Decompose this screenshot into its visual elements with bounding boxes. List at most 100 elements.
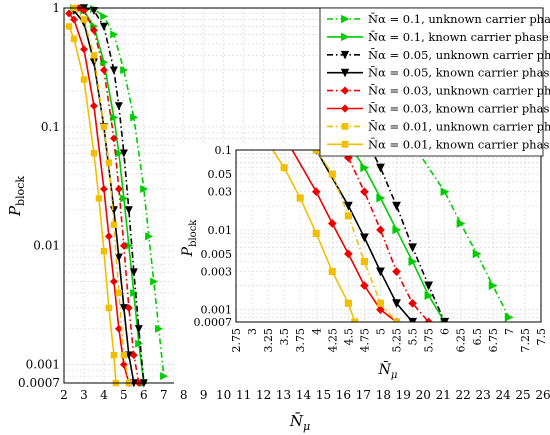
inset-x-tick-label: 4.75: [358, 328, 371, 353]
inset-series-point-3: [408, 317, 417, 322]
main-x-tick-label: 6: [140, 388, 148, 402]
inset-x-tick-label: 4: [310, 328, 323, 335]
legend-marker-7: [341, 140, 349, 148]
inset-series-point-7: [296, 194, 304, 202]
main-series: [65, 3, 169, 388]
inset-series-point-7: [344, 299, 352, 307]
main-x-tick-label: 2: [60, 388, 68, 402]
inset-x-tick-label: 3.5: [278, 328, 291, 346]
main-x-tick-label: 7: [160, 388, 168, 402]
main-series-point-2: [109, 66, 118, 75]
legend-label-4: N̄α = 0.03, unknown carrier phase: [368, 84, 550, 98]
legend-marker-0: [341, 14, 350, 24]
inset-x-tick-label: 6.5: [471, 328, 484, 346]
main-series-point-6: [90, 52, 98, 59]
legend-label-1: N̄α = 0.1, known carrier phase: [368, 30, 549, 44]
main-series-point-6: [120, 351, 128, 359]
inset-x-tick-label: 3.25: [262, 328, 275, 353]
main-series-point-6: [110, 221, 118, 229]
main-x-tick-label: 19: [396, 388, 411, 402]
main-series-line-7: [68, 26, 117, 384]
inset-series-point-1: [392, 225, 402, 235]
main-series-point-4: [119, 241, 128, 250]
inset-series-point-6: [312, 150, 320, 154]
main-series-point-1: [130, 289, 139, 298]
inset-x-tick-label: 6.75: [487, 328, 500, 353]
inset-y-tick-label: 0.005: [201, 248, 233, 261]
main-x-tick-label: 17: [356, 388, 371, 402]
inset-series-point-0: [456, 219, 466, 228]
main-series-point-2: [119, 149, 128, 158]
main-series-point-1: [110, 113, 119, 122]
inset-series-point-3: [360, 233, 369, 243]
main-x-tick-label: 21: [436, 388, 451, 402]
main-series-point-7: [105, 304, 113, 312]
main-series-point-0: [155, 324, 164, 333]
inset-x-tick-label: 2.75: [230, 328, 243, 353]
legend-label-6: N̄α = 0.01, unknown carrier phase: [368, 119, 550, 133]
main-series-point-1: [135, 339, 144, 348]
main-series-point-0: [110, 30, 119, 39]
main-x-tick-label: 14: [296, 388, 312, 402]
inset-series-point-4: [424, 317, 433, 322]
inset-series-point-2: [392, 201, 401, 211]
main-x-tick-label: 15: [316, 388, 331, 402]
main-series-point-5: [90, 102, 98, 110]
main-x-tick-label: 12: [256, 388, 271, 402]
inset-series-point-2: [376, 163, 385, 173]
inset-x-tick-label: 6: [439, 328, 452, 335]
main-y-tick-label: 0.0007: [18, 376, 60, 390]
legend-label-2: N̄α = 0.05, unknown carrier phase: [368, 48, 550, 62]
main-series-point-6: [105, 159, 113, 166]
main-x-tick-label: 3: [80, 388, 88, 402]
inset-y-tick-label: 0.003: [201, 266, 233, 279]
legend-marker-4: [340, 86, 350, 95]
legend-marker-6: [341, 123, 349, 130]
main-series-point-0: [140, 185, 149, 194]
inset-series-point-4: [408, 299, 417, 308]
main-y-tick-label: 0.01: [33, 239, 60, 253]
legend-label-0: N̄α = 0.1, unknown carrier phase: [368, 12, 550, 26]
inset-series-point-2: [424, 281, 434, 291]
main-series-point-0: [120, 66, 129, 75]
main-x-tick-label: 20: [416, 388, 431, 402]
main-series-point-0: [130, 113, 139, 122]
inset-series-point-1: [360, 163, 370, 173]
inset-series-point-1: [376, 193, 386, 203]
inset-series-point-3: [376, 267, 385, 277]
main-x-tick-label: 10: [216, 388, 231, 402]
inset-x-tick-label: 7.25: [519, 328, 532, 353]
inset-y-tick-label: 0.03: [208, 186, 233, 199]
main-series-point-2: [114, 102, 123, 111]
main-series-point-2: [129, 268, 138, 277]
main-x-tick-label: 13: [276, 388, 291, 402]
main-x-tick-label: 9: [200, 388, 208, 402]
legend-marker-3: [340, 68, 350, 78]
main-y-tick-label: 0.001: [26, 358, 60, 372]
inset-series-point-4: [376, 225, 385, 235]
main-series-point-2: [124, 206, 133, 215]
main-series-point-0: [160, 372, 169, 381]
main-series-point-7: [70, 35, 78, 43]
inset-series-point-0: [488, 281, 498, 291]
inset-series-point-6: [344, 212, 352, 220]
inset-x-tick-label: 4.5: [342, 328, 355, 346]
inset-y-tick-label: 0.01: [208, 224, 233, 237]
main-x-tick-label: 23: [475, 388, 490, 402]
inset-ticks: 2.75 3 3.25 3.5 3.75 4 4.25 4.5 4.75 5 5.25 5.5 5.75…: [194, 144, 549, 353]
main-x-tick-label: 18: [376, 388, 391, 402]
main-series-point-6: [100, 123, 108, 131]
inset-x-tick-label: 4.25: [326, 328, 339, 353]
inset-series-point-0: [472, 249, 482, 259]
inset-y-tick-label: 0.1: [215, 144, 233, 157]
legend-label-7: N̄α = 0.01, known carrier phase: [368, 137, 550, 151]
inset-series-point-7: [328, 267, 336, 276]
inset-series-point-7: [351, 318, 359, 322]
inset-x-tick-label: 7: [503, 328, 516, 335]
main-series-point-2: [134, 325, 143, 334]
inset-series-line-5: [291, 150, 398, 322]
main-x-tick-label: 11: [236, 388, 251, 402]
inset-series-point-4: [360, 187, 369, 197]
legend-box: [319, 7, 544, 157]
main-series-point-5: [80, 45, 88, 54]
